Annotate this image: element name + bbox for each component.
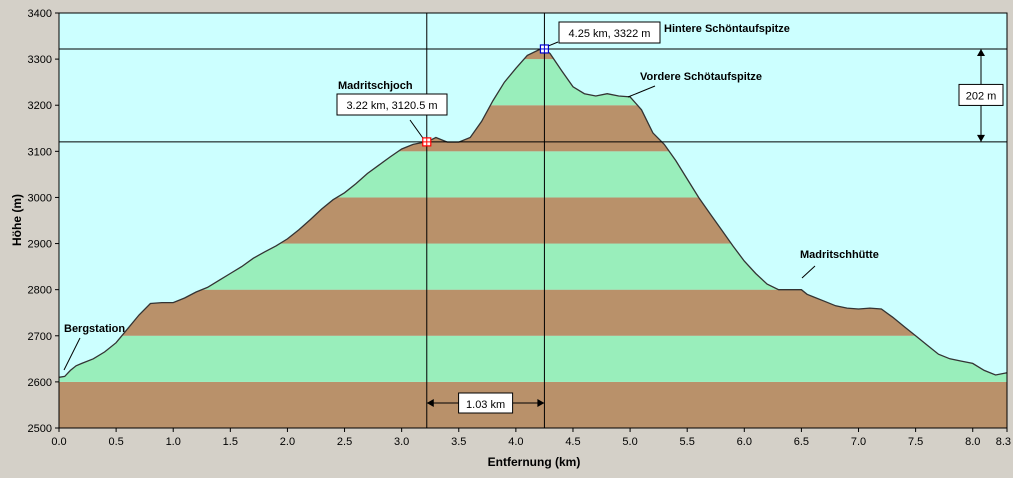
x-tick-label: 4.5 [565, 436, 580, 448]
marker-callout-label: 3.22 km, 3120.5 m [346, 100, 437, 112]
x-tick-label: 6.0 [737, 436, 752, 448]
dimension-box [958, 83, 1004, 106]
arrow-head [977, 134, 985, 142]
marker-callout-box [336, 93, 448, 116]
annotation-label: Bergstation [64, 323, 125, 335]
y-tick-label: 2600 [28, 377, 52, 389]
y-tick-label: 3400 [28, 8, 52, 20]
x-tick-label: 0.0 [51, 436, 66, 448]
elevation-band [59, 381, 1007, 428]
x-tick-label: 2.0 [280, 436, 295, 448]
x-tick-label: 0.5 [108, 436, 123, 448]
y-tick-label: 3000 [28, 192, 52, 204]
y-tick-label: 3100 [28, 146, 52, 158]
y-tick-label: 2700 [28, 331, 52, 343]
y-axis-title: Höhe (m) [10, 194, 24, 246]
annotations: Bergstation Madritschjoch Hintere Schöntau… [63, 23, 879, 371]
marker-callout-box [558, 21, 661, 44]
x-tick-label: 7.5 [908, 436, 923, 448]
sky-mask [59, 13, 1007, 378]
x-tick-label: 8.0 [965, 436, 980, 448]
x-tick-label: 5.0 [622, 436, 637, 448]
dimension-label-horizontal: 1.03 km [466, 399, 505, 411]
dimension-box [458, 392, 514, 414]
markers: 3.22 km, 3120.5 m 4.25 km, 3322 m [336, 21, 661, 147]
y-tick-label: 3300 [28, 54, 52, 66]
marker-callout-label: 4.25 km, 3322 m [569, 28, 651, 40]
y-tick-label: 2900 [28, 239, 52, 251]
y-tick-label: 2500 [28, 423, 52, 435]
annotation-label: Madritschjoch [338, 80, 413, 92]
x-tick-label: 2.5 [337, 436, 352, 448]
y-axis: 2500 2600 2700 2800 2900 3000 3100 3200 3300 3400 [28, 8, 59, 435]
x-tick-label: 8.3 [996, 436, 1011, 448]
x-tick-label: 3.5 [451, 436, 466, 448]
y-tick-label: 2800 [28, 285, 52, 297]
arrow-head [537, 399, 545, 407]
x-tick-label: 5.5 [680, 436, 695, 448]
guide-lines [59, 13, 1007, 428]
dimension-labels: 1.03 km 202 m [426, 48, 1004, 414]
arrow-head [426, 399, 434, 407]
annotation-leader [63, 337, 81, 371]
x-tick-label: 1.0 [166, 436, 181, 448]
arrow-head [977, 48, 985, 56]
annotation-label: Hintere Schöntaufspitze [664, 23, 790, 35]
x-tick-label: 3.0 [394, 436, 409, 448]
x-tick-label: 1.5 [223, 436, 238, 448]
x-tick-label: 6.5 [794, 436, 809, 448]
elevation-band [59, 335, 1007, 382]
annotation-leader [627, 85, 656, 98]
annotation-leader [409, 119, 424, 139]
x-axis: 0.0 0.5 1.0 1.5 2.0 2.5 3.0 3.5 4.0 4.5 5.0 5.5 6.0 6… [51, 428, 1011, 448]
x-tick-label: 7.0 [851, 436, 866, 448]
annotation-leader [801, 265, 816, 279]
x-axis-title: Entfernung (km) [488, 455, 581, 469]
annotation-leader [548, 41, 559, 47]
x-tick-label: 4.0 [508, 436, 523, 448]
y-tick-label: 3200 [28, 100, 52, 112]
annotation-label: Vordere Schötaufspitze [640, 71, 762, 83]
dimension-label-vertical: 202 m [966, 90, 997, 102]
plot-frame [58, 12, 1008, 429]
profile-line [58, 48, 1008, 378]
annotation-label: Madritschhütte [800, 249, 879, 261]
